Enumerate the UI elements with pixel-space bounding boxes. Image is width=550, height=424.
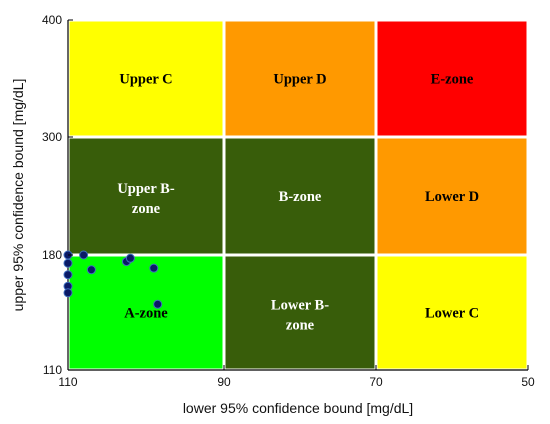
data-point-6: [79, 250, 89, 260]
data-point-11: [153, 299, 163, 309]
y-tick-label-110: 110: [43, 363, 62, 377]
x-tick-label-50: 50: [521, 375, 535, 389]
zone-lower-b-zone-rect: [225, 256, 375, 369]
x-tick-label-70: 70: [369, 375, 383, 389]
x-tick-label-110: 110: [58, 375, 77, 389]
y-tick-label-400: 400: [42, 13, 62, 27]
zone-lower-c-label: Lower C: [425, 306, 479, 322]
zones-layer: Upper C Upper D E-zone Upper B-zone B-zone Lo…: [69, 21, 527, 369]
zone-e-zone-label: E-zone: [431, 72, 474, 88]
zone-a-zone-rect: [69, 256, 223, 369]
data-point-7: [86, 265, 96, 275]
data-point-9: [125, 253, 135, 263]
zone-upper-d-label: Upper D: [273, 72, 326, 88]
zone-b-zone-label: B-zone: [279, 189, 322, 205]
zone-upper-c-rect: [69, 21, 223, 136]
data-point-10: [149, 263, 159, 273]
zone-lower-b-zone-label: Lower B-zone: [271, 298, 329, 334]
zone-b-zone-rect: [225, 138, 375, 254]
zone-lower-d-rect: [377, 138, 527, 254]
axis-ticks: 110 90 70 50 400 300 180 110: [42, 13, 535, 389]
y-tick-label-180: 180: [42, 248, 62, 262]
zone-upper-b-zone-rect: [69, 138, 223, 254]
zone-upper-c-label: Upper C: [119, 72, 172, 88]
zone-lower-c-rect: [377, 256, 527, 369]
x-tick-label-90: 90: [217, 375, 231, 389]
y-axis-label: upper 95% confidence bound [mg/dL]: [10, 79, 26, 312]
data-point-5: [63, 288, 73, 298]
zone-upper-b-zone-label: Upper B-zone: [117, 181, 175, 217]
zone-a-zone-label: A-zone: [124, 306, 168, 322]
data-point-2: [63, 258, 73, 268]
x-axis-label: lower 95% confidence bound [mg/dL]: [183, 400, 413, 416]
axes-frame: [67, 20, 528, 371]
data-point-3: [63, 270, 73, 280]
zone-lower-d-label: Lower D: [425, 189, 479, 205]
zone-e-zone-rect: [377, 21, 527, 136]
zone-upper-d-rect: [225, 21, 375, 136]
y-tick-label-300: 300: [42, 130, 62, 144]
